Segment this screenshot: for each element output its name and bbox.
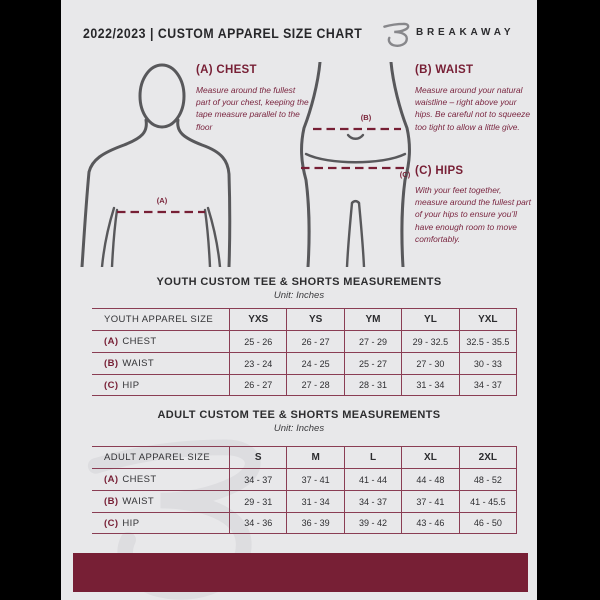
adult-hip-row: (C) HIP 34 - 36 36 - 39 39 - 42 43 - 46 …	[92, 512, 518, 534]
youth-waist-ys: 24 - 25	[286, 353, 343, 374]
youth-chest-yxl: 32.5 - 35.5	[458, 331, 518, 352]
chest-guide-description: Measure around the fullest part of your …	[196, 85, 309, 132]
adult-size-m: M	[286, 447, 343, 468]
youth-hip-ys: 27 - 28	[286, 375, 343, 395]
size-chart-document: 2022/2023 | CUSTOM APPAREL SIZE CHART BR…	[61, 0, 537, 600]
waist-guide-heading: (B) WAIST	[415, 64, 474, 76]
adult-table-unit: Unit: Inches	[273, 423, 325, 434]
row-key: (C)	[104, 517, 119, 529]
youth-waist-row: (B) WAIST 23 - 24 24 - 25 25 - 27 27 - 3…	[92, 352, 518, 374]
adult-size-s: S	[229, 447, 286, 468]
hips-marker-label: (C)	[399, 170, 411, 179]
adult-waist-l: 34 - 37	[343, 491, 401, 512]
adult-hip-2xl: 46 - 50	[458, 513, 518, 533]
row-key: (B)	[104, 496, 119, 507]
adult-hip-label: (C) HIP	[92, 513, 229, 533]
adult-waist-xl: 37 - 41	[401, 491, 458, 512]
adult-hip-l: 39 - 42	[343, 513, 401, 533]
youth-size-yxl: YXL	[458, 309, 518, 330]
adult-chest-s: 34 - 37	[229, 469, 286, 490]
youth-size-ys: YS	[286, 309, 343, 330]
adult-chest-label: (A) CHEST	[92, 469, 229, 490]
row-label: HIP	[122, 379, 140, 391]
waist-guide: (B) WAIST Measure around your natural wa…	[415, 64, 531, 133]
torso-figure	[80, 63, 232, 267]
adult-table-title: ADULT CUSTOM TEE & SHORTS MEASUREMENTS	[157, 409, 441, 421]
row-key: (A)	[104, 336, 119, 347]
youth-size-header-cell: YOUTH APPAREL SIZE	[104, 314, 214, 325]
chest-marker-label: (A)	[156, 196, 168, 205]
row-label: WAIST	[122, 358, 155, 369]
adult-size-xl: XL	[401, 447, 458, 468]
row-label: WAIST	[122, 496, 155, 507]
row-key: (B)	[104, 358, 119, 369]
adult-table-header-row: ADULT APPAREL SIZE S M L XL 2XL	[92, 446, 518, 468]
youth-chest-row: (A) CHEST 25 - 26 26 - 27 27 - 29 29 - 3…	[92, 330, 518, 352]
youth-chest-ys: 26 - 27	[286, 331, 343, 352]
youth-chest-ym: 27 - 29	[343, 331, 401, 352]
adult-hip-m: 36 - 39	[286, 513, 343, 533]
hips-guide-description: With your feet together, measure around …	[415, 185, 531, 244]
adult-size-table: ADULT APPAREL SIZE S M L XL 2XL (A) CHES…	[92, 446, 518, 534]
waist-guide-description: Measure around your natural waistline – …	[415, 85, 530, 132]
youth-hip-yl: 31 - 34	[401, 375, 458, 395]
adult-waist-m: 31 - 34	[286, 491, 343, 512]
youth-table-unit: Unit: Inches	[273, 290, 325, 301]
youth-size-ym: YM	[343, 309, 401, 330]
adult-waist-row: (B) WAIST 29 - 31 31 - 34 34 - 37 37 - 4…	[92, 490, 518, 512]
adult-waist-2xl: 41 - 45.5	[458, 491, 518, 512]
youth-waist-label: (B) WAIST	[92, 353, 229, 374]
row-label: HIP	[122, 517, 140, 529]
youth-waist-yxs: 23 - 24	[229, 353, 286, 374]
youth-waist-ym: 25 - 27	[343, 353, 401, 374]
page-title: 2022/2023 | CUSTOM APPAREL SIZE CHART	[83, 25, 363, 41]
adult-chest-2xl: 48 - 52	[458, 469, 518, 490]
youth-chest-yxs: 25 - 26	[229, 331, 286, 352]
youth-hip-yxl: 34 - 37	[458, 375, 518, 395]
youth-chest-label: (A) CHEST	[92, 331, 229, 352]
youth-waist-yl: 27 - 30	[401, 353, 458, 374]
waist-marker-label: (B)	[360, 113, 372, 122]
footer-bar	[73, 553, 528, 592]
youth-hip-yxs: 26 - 27	[229, 375, 286, 395]
adult-chest-l: 41 - 44	[343, 469, 401, 490]
row-label: CHEST	[122, 336, 157, 347]
adult-chest-m: 37 - 41	[286, 469, 343, 490]
youth-hip-row: (C) HIP 26 - 27 27 - 28 28 - 31 31 - 34 …	[92, 374, 518, 396]
hips-guide-heading: (C) HIPS	[415, 165, 464, 177]
row-key: (A)	[104, 474, 119, 485]
youth-size-table: YOUTH APPAREL SIZE YXS YS YM YL YXL (A) …	[92, 308, 518, 396]
adult-size-l: L	[343, 447, 401, 468]
youth-table-header-row: YOUTH APPAREL SIZE YXS YS YM YL YXL	[92, 308, 518, 330]
brand-name: BREAKAWAY	[416, 27, 515, 38]
adult-size-header-cell: ADULT APPAREL SIZE	[104, 452, 211, 463]
chest-guide: (A) CHEST Measure around the fullest par…	[196, 64, 309, 133]
row-key: (C)	[104, 379, 119, 391]
youth-size-yl: YL	[401, 309, 458, 330]
youth-chest-yl: 29 - 32.5	[401, 331, 458, 352]
row-label: CHEST	[122, 474, 157, 485]
youth-hip-label: (C) HIP	[92, 375, 229, 395]
youth-table-title: YOUTH CUSTOM TEE & SHORTS MEASUREMENTS	[156, 276, 442, 288]
adult-waist-label: (B) WAIST	[92, 491, 229, 512]
hips-guide: (C) HIPS With your feet together, measur…	[415, 165, 531, 245]
adult-hip-s: 34 - 36	[229, 513, 286, 533]
adult-chest-xl: 44 - 48	[401, 469, 458, 490]
breakaway-logo-icon	[383, 22, 410, 47]
adult-size-2xl: 2XL	[458, 447, 518, 468]
adult-chest-row: (A) CHEST 34 - 37 37 - 41 41 - 44 44 - 4…	[92, 468, 518, 490]
youth-size-yxs: YXS	[229, 309, 286, 330]
lower-body-figure	[300, 62, 411, 267]
youth-hip-ym: 28 - 31	[343, 375, 401, 395]
youth-waist-yxl: 30 - 33	[458, 353, 518, 374]
adult-hip-xl: 43 - 46	[401, 513, 458, 533]
chest-guide-heading: (A) CHEST	[196, 64, 257, 76]
adult-waist-s: 29 - 31	[229, 491, 286, 512]
